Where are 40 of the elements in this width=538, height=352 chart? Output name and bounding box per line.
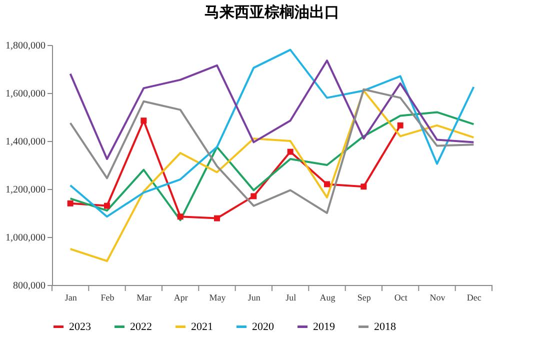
x-tick-label: Jul (286, 292, 297, 302)
y-tick-label: 1,400,000 (6, 136, 46, 148)
point (67, 200, 74, 206)
x-tick-label: Oct (394, 292, 408, 302)
line-series (69, 111, 475, 222)
legend-label: 2019 (313, 320, 336, 333)
legend-label: 2023 (69, 320, 92, 333)
chart-title: 马来西亚棕榈油出口 (204, 3, 340, 21)
x-tick-label: May (209, 292, 226, 302)
point (397, 122, 404, 128)
x-tick-label: Mar (136, 292, 152, 302)
point (250, 193, 257, 200)
y-tick-label: 1,600,000 (6, 88, 46, 100)
y-tick-label: 1,200,000 (6, 184, 46, 196)
x-tick-label: Sep (357, 292, 372, 302)
point (324, 181, 330, 188)
point (214, 215, 220, 222)
x-tick-label: Aug (320, 292, 336, 302)
y-tick-label: 800,000 (13, 280, 46, 292)
point (360, 184, 367, 190)
line-series (69, 90, 475, 262)
line-series (69, 48, 475, 218)
x-tick-label: Nov (430, 292, 446, 302)
legend-label: 2021 (191, 320, 213, 333)
legend-label: 2022 (130, 320, 152, 333)
point (287, 148, 294, 155)
x-tick-label: Feb (100, 292, 115, 302)
x-tick-label: Jan (64, 292, 78, 302)
line-series (69, 60, 475, 160)
x-tick-label: Jun (248, 292, 261, 302)
legend-label: 2020 (252, 320, 274, 333)
x-tick-label: Dec (466, 292, 482, 302)
line-series (69, 88, 475, 214)
point (177, 214, 184, 220)
x-tick-label: Apr (174, 292, 188, 302)
y-tick-label: 1,000,000 (6, 232, 46, 244)
point (140, 118, 147, 124)
point (104, 202, 110, 209)
legend-label: 2018 (374, 320, 396, 333)
y-tick-label: 1,800,000 (6, 40, 46, 52)
